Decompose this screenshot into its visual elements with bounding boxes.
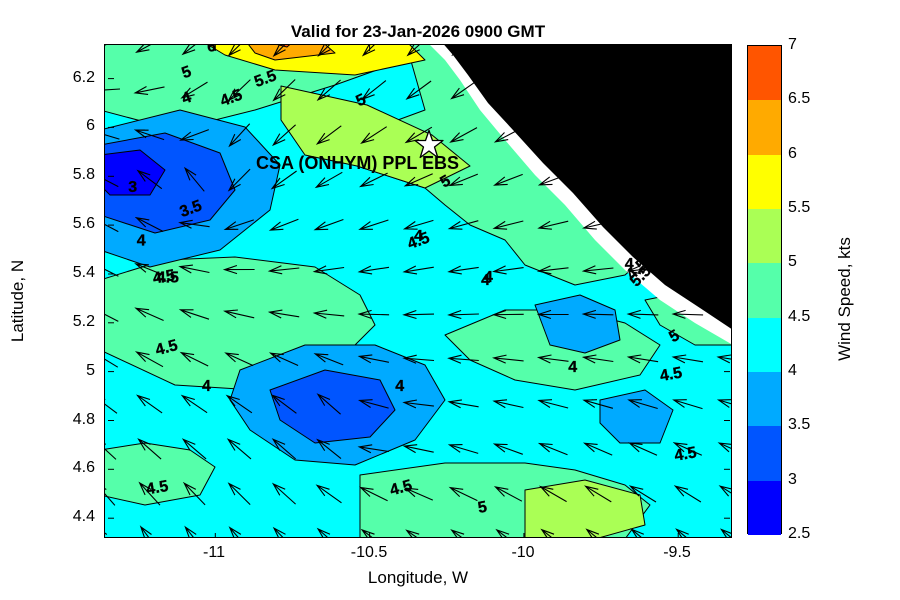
svg-text:4.5: 4.5 <box>157 269 179 286</box>
svg-text:6: 6 <box>207 45 216 55</box>
svg-text:4: 4 <box>137 232 146 249</box>
svg-text:CSA (ONHYM) PPL EBS: CSA (ONHYM) PPL EBS <box>256 153 459 173</box>
svg-text:4: 4 <box>395 378 404 395</box>
svg-text:4: 4 <box>202 378 211 395</box>
svg-text:3: 3 <box>128 179 137 196</box>
svg-text:4: 4 <box>568 359 577 376</box>
svg-text:4: 4 <box>481 272 490 289</box>
